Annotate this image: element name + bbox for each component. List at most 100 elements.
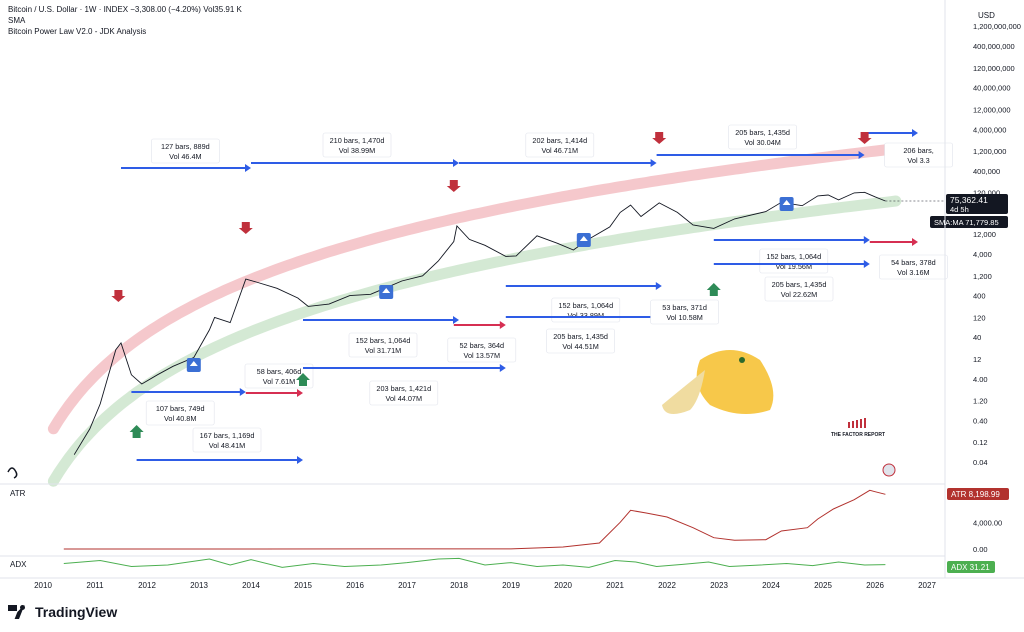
tradingview-logo-text: TradingView bbox=[35, 604, 118, 620]
current-price-tag bbox=[946, 194, 1008, 215]
cycle-label-box bbox=[244, 363, 314, 389]
adx-pane-label: ADX bbox=[10, 560, 27, 569]
tradingview-logo[interactable]: TradingView bbox=[8, 604, 117, 620]
year-tick-label: 2016 bbox=[346, 581, 364, 590]
cycle-label-box bbox=[322, 132, 392, 158]
cycle-bars-label: 210 bars, 1,470d bbox=[330, 136, 385, 145]
cycle-arrow-head bbox=[499, 364, 506, 372]
atr-tick-label: 0.00 bbox=[973, 545, 988, 554]
logo-bar bbox=[860, 419, 862, 428]
cycle-arrow-head bbox=[499, 321, 506, 329]
year-tick-label: 2017 bbox=[398, 581, 416, 590]
cycle-vol-label: Vol 44.07M bbox=[386, 394, 423, 403]
cycle-bars-label: 53 bars, 371d bbox=[662, 303, 707, 312]
price-tick-label: 1,200 bbox=[973, 272, 992, 281]
bottom-marker-icon bbox=[296, 373, 310, 386]
price-tick-label: 12 bbox=[973, 355, 981, 364]
cycle-arrow-head bbox=[297, 389, 303, 397]
cycle-bars-label: 205 bars, 1,435d bbox=[772, 280, 827, 289]
year-tick-label: 2021 bbox=[606, 581, 624, 590]
price-tick-label: 1,200,000,000 bbox=[973, 22, 1021, 31]
flag-icon bbox=[882, 463, 896, 477]
cycle-arrow-head bbox=[297, 456, 303, 464]
cycle-bars-label: 54 bars, 378d bbox=[891, 258, 936, 267]
cycle-bars-label: 152 bars, 1,064d bbox=[356, 336, 411, 345]
cycle-label-box bbox=[546, 328, 615, 354]
cycle-label-box bbox=[764, 276, 834, 302]
price-tick-label: 12,000,000 bbox=[973, 105, 1011, 114]
price-axis[interactable]: 1,200,000,000 400,000,000 120,000,000 40,00… bbox=[973, 22, 1021, 467]
atr-line bbox=[63, 489, 886, 550]
sma-tag-label: SMA:MA 71,779.85 bbox=[934, 218, 999, 227]
cycle-vol-label: Vol 30.04M bbox=[744, 138, 781, 147]
year-tick-label: 2025 bbox=[814, 581, 832, 590]
buy-signal-arrow-icon bbox=[189, 361, 198, 366]
adx-line bbox=[63, 557, 886, 568]
price-tick-label: 40,000,000 bbox=[973, 84, 1011, 93]
cycle-bars-label: 205 bars, 1,435d bbox=[735, 128, 790, 137]
bottom-marker-icon bbox=[706, 283, 721, 296]
cycle-arrow-head bbox=[863, 236, 870, 244]
adx-pane: ADX ADX 31.21 bbox=[10, 557, 995, 573]
cycle-vol-label: Vol 31.71M bbox=[365, 346, 402, 355]
cycle-bars-label: 203 bars, 1,421d bbox=[376, 384, 431, 393]
tradingview-logo-icon bbox=[8, 605, 30, 619]
upper-band bbox=[47, 143, 902, 435]
settings-icon bbox=[7, 467, 18, 479]
price-tick-label: 12,000 bbox=[973, 230, 996, 239]
cycle-label-box bbox=[348, 332, 418, 358]
cycle-arrow-head bbox=[239, 388, 246, 396]
indicator-legend[interactable]: Bitcoin Power Law V2.0 - JDK Analysis bbox=[8, 27, 147, 36]
year-tick-label: 2015 bbox=[294, 581, 312, 590]
buy-signal-arrow-icon bbox=[382, 288, 391, 293]
cycle-arrow-head bbox=[650, 159, 657, 167]
atr-value: ATR 8,198.99 bbox=[951, 490, 1000, 499]
cycle-bars-label: 52 bars, 364d bbox=[459, 341, 504, 350]
cycle-bars-label: 58 bars, 406d bbox=[257, 367, 302, 376]
price-tick-label: 4,000 bbox=[973, 250, 992, 259]
atr-pane-label: ATR bbox=[10, 489, 26, 498]
cycle-label-box bbox=[879, 254, 948, 280]
sma-tag bbox=[930, 216, 1008, 229]
factor-report-logo: THE FACTOR REPORT bbox=[831, 418, 885, 438]
price-tick-label: 120 bbox=[973, 313, 986, 322]
symbol-legend[interactable]: Bitcoin / U.S. Dollar · 1W · INDEX −3,30… bbox=[8, 5, 242, 14]
adx-value-tag bbox=[947, 561, 995, 573]
year-tick-label: 2018 bbox=[450, 581, 468, 590]
price-tick-label: 120,000 bbox=[973, 189, 1000, 198]
cycle-arrow-head bbox=[245, 164, 251, 172]
atr-value-tag bbox=[947, 488, 1009, 500]
year-tick-label: 2019 bbox=[502, 581, 520, 590]
current-price-value: 75,362.41 bbox=[950, 195, 988, 205]
cycle-vol-label: Vol 3.3 bbox=[907, 156, 929, 165]
atr-tick-label: 4,000.00 bbox=[973, 518, 1002, 527]
top-marker-icon bbox=[446, 180, 461, 192]
cycle-vol-label: Vol 33.89M bbox=[568, 311, 605, 320]
top-marker-icon bbox=[652, 132, 667, 144]
logo-bar bbox=[848, 422, 850, 428]
cycle-label-box bbox=[192, 427, 262, 453]
time-axis[interactable]: 2010 2011 2012 2013 2014 2015 2016 2017 2018 2019… bbox=[34, 581, 936, 590]
cycle-vol-label: Vol 3.16M bbox=[897, 268, 929, 277]
cycle-label-box bbox=[447, 337, 517, 363]
price-tick-label: 40 bbox=[973, 333, 981, 342]
year-tick-label: 2012 bbox=[138, 581, 156, 590]
cycle-label-box bbox=[151, 138, 220, 164]
factor-report-text: THE FACTOR REPORT bbox=[831, 432, 885, 438]
top-marker-icon bbox=[111, 290, 126, 302]
adx-value: ADX 31.21 bbox=[951, 563, 990, 572]
cycle-label-box bbox=[884, 142, 953, 168]
cycle-bars-label: 205 bars, 1,435d bbox=[553, 332, 608, 341]
year-tick-label: 2023 bbox=[710, 581, 728, 590]
price-tick-label: 1,200,000 bbox=[973, 147, 1006, 156]
currency-label: USD bbox=[978, 11, 995, 20]
cycle-arrow-head bbox=[453, 159, 459, 167]
sma-legend[interactable]: SMA bbox=[8, 16, 26, 25]
cycle-vol-label: Vol 46.71M bbox=[542, 146, 579, 155]
logo-bar bbox=[856, 420, 858, 428]
year-tick-label: 2022 bbox=[658, 581, 676, 590]
cycle-vol-label: Vol 38.99M bbox=[339, 146, 376, 155]
year-tick-label: 2027 bbox=[918, 581, 936, 590]
price-tick-label: 400 bbox=[973, 292, 986, 301]
